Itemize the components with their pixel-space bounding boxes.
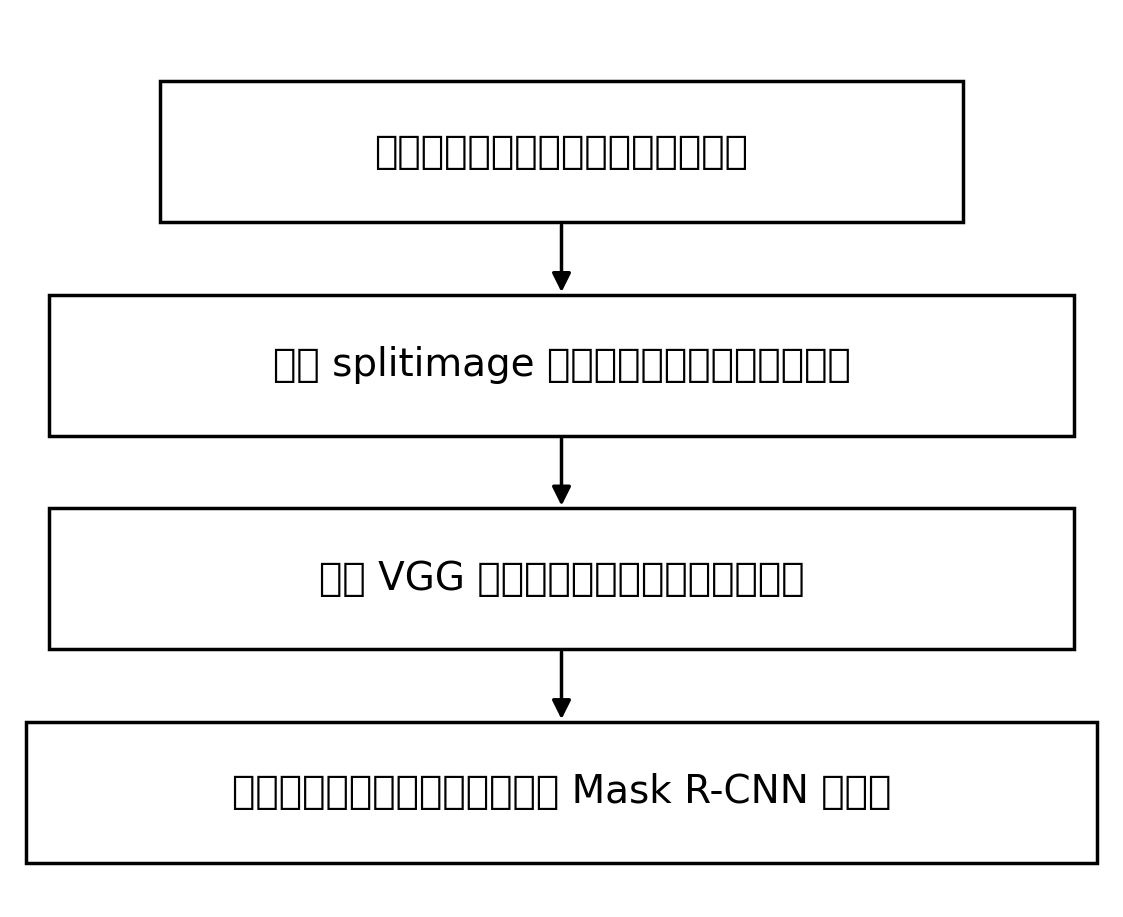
Text: 使用 splitimage 图像分割软件对图像进行分割: 使用 splitimage 图像分割软件对图像进行分割 bbox=[273, 347, 850, 384]
FancyBboxPatch shape bbox=[48, 295, 1075, 436]
Text: 将标记好的图像作为训练集放入 Mask R-CNN 中训练: 将标记好的图像作为训练集放入 Mask R-CNN 中训练 bbox=[231, 773, 892, 812]
FancyBboxPatch shape bbox=[27, 722, 1096, 863]
FancyBboxPatch shape bbox=[48, 509, 1075, 649]
Text: 使用 VGG 对割分割后的轮胎图像进行标记: 使用 VGG 对割分割后的轮胎图像进行标记 bbox=[319, 560, 804, 598]
FancyBboxPatch shape bbox=[161, 82, 962, 222]
Text: 从数据库中找到大量的轮胎原始图像: 从数据库中找到大量的轮胎原始图像 bbox=[374, 133, 749, 171]
